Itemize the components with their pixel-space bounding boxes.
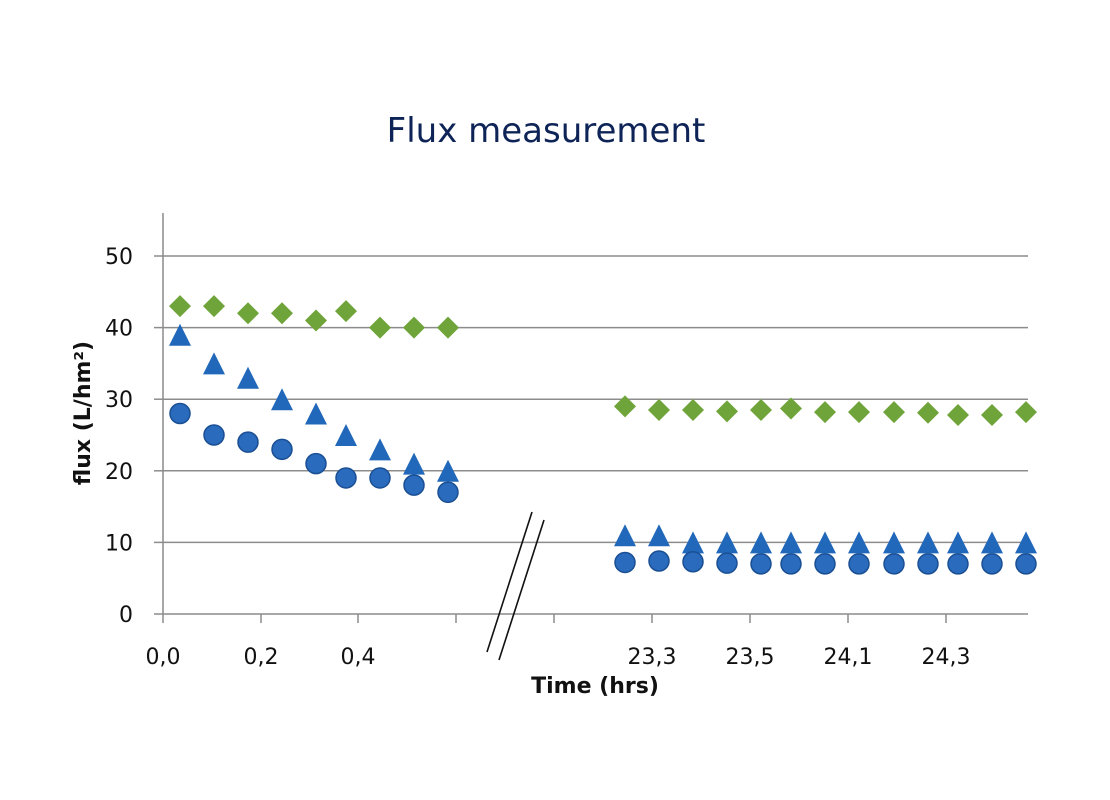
circle-point-0-2 [237,431,259,453]
x-tick-labels: 0,0 0,2 0,4 23,3 23,5 24,1 24,3 [146,645,971,670]
diamond-point-1-4 [750,398,772,421]
circle-point-0-6 [369,467,391,489]
circle-point-1-7 [848,553,870,575]
diamond-point-0-5 [335,300,357,323]
y-axis-label: flux (L/hm²) [71,341,96,485]
circle-point-0-5 [335,467,357,489]
triangle-point-1-6 [814,531,836,554]
triangle-point-1-1 [648,524,670,547]
triangle-point-0-7 [403,452,425,475]
triangle-point-1-11 [981,531,1003,554]
chart-title: Flux measurement [387,111,706,151]
diamond-point-1-5 [780,397,802,420]
break-slash-left [486,511,533,653]
circle-point-1-8 [883,553,905,575]
diamond-point-0-3 [271,302,293,325]
triangle-point-0-3 [271,388,293,411]
diamond-point-1-0 [614,395,636,418]
diamond-point-1-7 [848,401,870,424]
diamond-point-0-2 [237,302,259,325]
triangle-point-1-5 [780,531,802,554]
circle-point-0-0 [169,402,191,425]
triangle-point-0-2 [237,366,259,389]
circle-point-0-3 [271,438,293,461]
triangle-point-1-7 [848,531,870,554]
diamond-point-1-10 [947,403,969,426]
diamond-point-1-9 [917,401,939,424]
circle-point-0-7 [403,474,425,496]
y-tick-label-30: 30 [105,388,133,413]
axes [154,213,1028,623]
diamond-point-0-7 [403,316,425,339]
circle-point-1-9 [917,553,939,575]
data-points [169,295,1037,575]
triangle-point-0-1 [203,352,225,375]
triangle-point-0-0 [169,323,191,346]
diamond-point-0-0 [169,295,191,318]
diamond-point-0-8 [437,316,459,339]
circle-point-0-1 [203,424,225,446]
x-axis-label: Time (hrs) [531,674,659,699]
diamond-point-1-6 [814,401,836,424]
triangle-point-1-3 [716,531,738,554]
x-tick-label-0: 0,0 [146,645,181,670]
y-tick-label-10: 10 [105,531,133,556]
x-tick-label-6: 24,3 [922,645,971,670]
triangle-point-0-8 [437,459,459,482]
circle-point-0-8 [437,481,459,504]
y-tick-label-20: 20 [105,460,133,485]
diamond-point-1-8 [883,401,905,424]
triangle-point-0-5 [335,424,357,446]
y-tick-label-50: 50 [105,245,133,270]
circle-point-1-10 [947,553,969,575]
triangle-point-0-6 [369,438,391,461]
triangle-point-1-10 [947,531,969,554]
circle-point-1-6 [814,553,836,575]
diamond-point-1-3 [716,400,738,423]
axis-break-marks [486,511,545,661]
y-tick-label-40: 40 [105,317,133,342]
circle-point-1-2 [682,550,704,573]
circle-point-1-3 [716,552,738,574]
triangle-point-0-4 [305,402,327,425]
circle-point-1-4 [750,553,772,575]
triangle-point-1-8 [883,531,905,554]
triangle-point-1-4 [750,531,772,554]
circle-point-1-0 [614,551,636,574]
x-tick-label-5: 24,1 [824,645,873,670]
triangle-point-1-12 [1015,531,1037,554]
diamond-point-0-1 [203,295,225,318]
triangle-point-1-0 [614,524,636,547]
circle-point-1-11 [981,553,1003,575]
circle-point-1-1 [648,550,670,572]
break-slash-right [498,519,545,661]
diamond-point-1-12 [1015,401,1037,424]
x-tick-label-4: 23,5 [726,645,775,670]
circle-point-0-4 [305,452,327,475]
x-tick-label-3: 23,3 [628,645,677,670]
circle-point-1-12 [1015,553,1037,575]
circle-point-1-5 [780,553,802,575]
y-tick-label-0: 0 [119,603,133,628]
x-tick-label-1: 0,2 [244,645,279,670]
triangle-point-1-9 [917,531,939,554]
diamond-point-0-4 [305,309,327,332]
diamond-point-1-2 [682,398,704,421]
diamond-point-1-1 [648,398,670,421]
x-tick-label-2: 0,4 [341,645,376,670]
triangle-point-1-2 [682,531,704,554]
y-tick-labels: 0 10 20 30 40 50 [105,245,133,628]
gridlines [163,255,1028,544]
diamond-point-1-11 [981,403,1003,426]
diamond-point-0-6 [369,316,391,339]
